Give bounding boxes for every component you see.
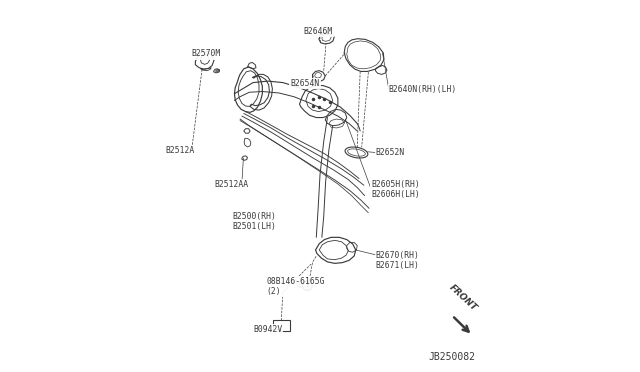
Text: ①: ① [295,281,303,290]
Text: B2570M: B2570M [191,49,221,58]
Text: B2670(RH)
B2671(LH): B2670(RH) B2671(LH) [376,251,420,270]
Text: 08B146-6165G
(2): 08B146-6165G (2) [266,277,324,296]
Text: B2512A: B2512A [166,146,195,155]
Text: B0942V: B0942V [253,325,282,334]
Text: B2605H(RH)
B2606H(LH): B2605H(RH) B2606H(LH) [371,180,420,199]
Text: B2640N(RH)(LH): B2640N(RH)(LH) [389,85,457,94]
Text: B2652N: B2652N [376,148,405,157]
Text: FRONT: FRONT [447,283,479,313]
Text: 3: 3 [305,283,309,288]
Text: B2646M: B2646M [303,27,333,36]
Text: B2654N: B2654N [291,79,319,88]
Text: B2512AA: B2512AA [214,180,248,189]
Text: B2500(RH)
B2501(LH): B2500(RH) B2501(LH) [232,212,276,231]
Text: JB250082: JB250082 [429,352,476,362]
